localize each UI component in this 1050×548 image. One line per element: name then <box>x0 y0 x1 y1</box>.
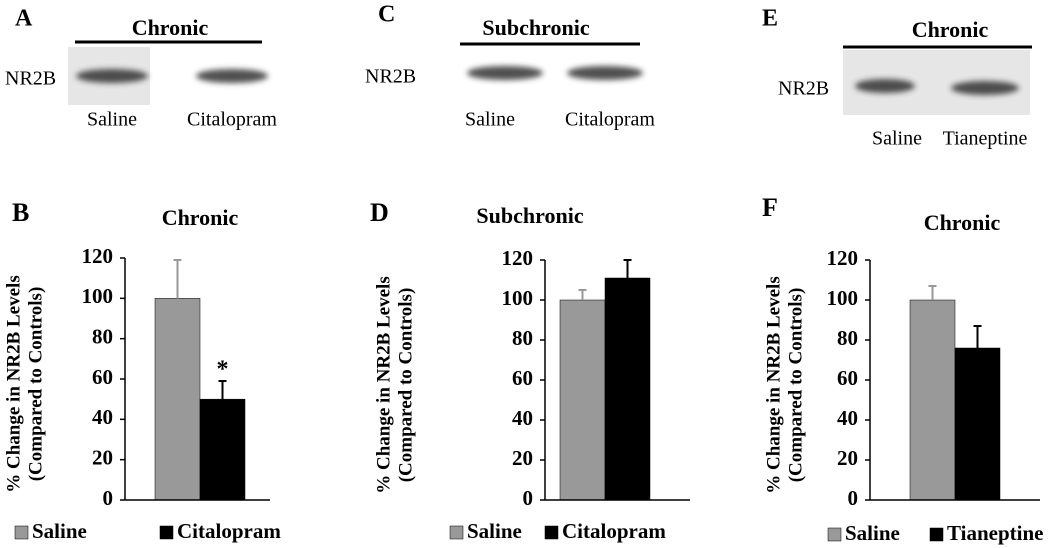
legend-label: Saline <box>845 521 900 545</box>
y-tick-label: 120 <box>827 246 859 270</box>
chart-title: Subchronic <box>476 203 583 228</box>
chart-title: Chronic <box>924 210 1001 235</box>
band <box>196 69 268 83</box>
lane-label: Saline <box>465 109 515 131</box>
legend-label: Saline <box>32 519 87 543</box>
y-tick-label: 60 <box>92 365 113 389</box>
bar <box>559 299 606 501</box>
y-tick-label: 60 <box>512 366 533 390</box>
y-tick-label: 40 <box>837 406 858 430</box>
y-tick-label: 120 <box>82 244 114 268</box>
panel-letter: D <box>370 198 389 227</box>
band <box>467 66 543 80</box>
y-tick-label: 40 <box>512 406 533 430</box>
band <box>76 69 148 83</box>
legend-label: Tianeptine <box>947 521 1043 545</box>
y-tick-label: 20 <box>92 445 113 469</box>
bar <box>909 299 956 501</box>
panel-letter: A <box>15 6 33 32</box>
blot-title: Chronic <box>132 15 209 40</box>
y-tick-label: 0 <box>848 486 859 510</box>
legend-swatch <box>159 525 174 540</box>
blot-title: Chronic <box>912 17 989 42</box>
legend-label: Citalopram <box>562 519 666 543</box>
blot-label: NR2B <box>778 78 829 100</box>
y-tick-label: 60 <box>837 366 858 390</box>
y-axis-label: % Change in NR2B Levels <box>373 276 394 493</box>
panel-letter: E <box>762 6 778 32</box>
legend-swatch <box>544 525 559 540</box>
annotation: * <box>217 357 229 383</box>
y-axis-label: (Compared to Controls) <box>785 288 806 483</box>
lane-label: Citalopram <box>187 109 277 131</box>
y-tick-label: 20 <box>512 446 533 470</box>
y-axis-label: % Change in NR2B Levels <box>763 276 784 493</box>
legend-label: Saline <box>467 519 522 543</box>
legend-swatch <box>929 527 944 542</box>
y-axis-label: (Compared to Controls) <box>25 287 46 482</box>
blot-title: Subchronic <box>482 15 589 40</box>
panel-letter: F <box>762 193 778 222</box>
y-axis-label: (Compared to Controls) <box>395 288 416 483</box>
lane-label: Saline <box>87 109 137 131</box>
lane-label: Tianeptine <box>943 128 1028 150</box>
bar <box>954 347 1001 501</box>
y-tick-label: 0 <box>103 486 114 510</box>
panel-letter: C <box>378 2 395 28</box>
y-tick-label: 0 <box>523 486 534 510</box>
bar <box>154 298 201 501</box>
lane-label: Saline <box>872 128 922 150</box>
panel-letter: B <box>12 198 29 227</box>
y-tick-label: 20 <box>837 446 858 470</box>
y-tick-label: 120 <box>502 246 534 270</box>
bar <box>604 277 651 501</box>
y-tick-label: 100 <box>827 286 859 310</box>
band <box>855 79 915 93</box>
legend-swatch <box>449 525 464 540</box>
y-tick-label: 80 <box>92 324 113 348</box>
legend-label: Citalopram <box>177 519 281 543</box>
y-axis-label: % Change in NR2B Levels <box>3 275 24 492</box>
y-tick-label: 100 <box>502 286 534 310</box>
lane-label: Citalopram <box>565 109 655 131</box>
chart-title: Chronic <box>162 205 239 230</box>
legend-swatch <box>14 525 29 540</box>
blot-label: NR2B <box>5 68 56 90</box>
legend-swatch <box>827 527 842 542</box>
blot-label: NR2B <box>365 66 416 88</box>
bar <box>199 398 246 501</box>
y-tick-label: 40 <box>92 405 113 429</box>
y-tick-label: 100 <box>82 284 114 308</box>
y-tick-label: 80 <box>837 326 858 350</box>
band <box>951 81 1019 95</box>
band <box>567 66 643 80</box>
y-tick-label: 80 <box>512 326 533 350</box>
